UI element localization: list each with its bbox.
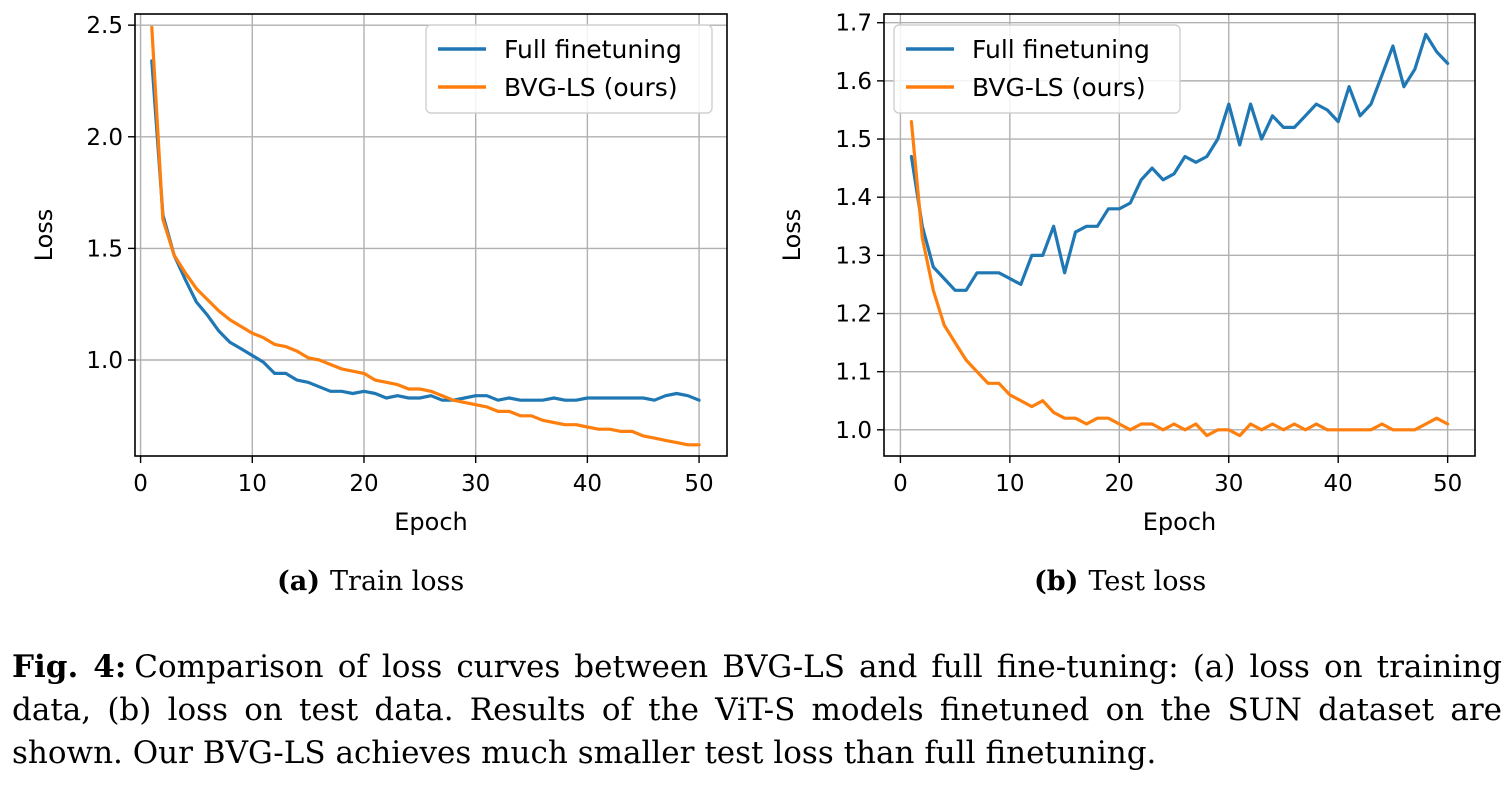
series-line-full-finetuning [150,59,701,402]
plot-frame [134,13,728,457]
legend-label: BVG-LS (ours) [504,73,678,102]
x-axis-label: Epoch [394,508,468,536]
plot-frame [883,13,1476,457]
y-tick-label: 1.5 [835,127,872,153]
legend: Full finetuning BVG-LS (ours) [893,24,1181,114]
x-tick-label: 50 [1433,471,1462,497]
x-tick-label: 10 [238,471,267,497]
x-tick-label: 0 [893,471,908,497]
x-tick-label: 40 [573,471,602,497]
y-tick-label: 1.7 [835,11,872,37]
subcaption-a-text: Train loss [330,566,465,597]
figure-charts: 0 10 20 30 40 50 1.0 1.5 2.0 2.5 Epoch Loss Full fin… [30,11,1476,536]
legend-box [893,24,1181,114]
y-tick-label: 2.5 [86,13,123,39]
chart-train-loss: 0 10 20 30 40 50 1.0 1.5 2.0 2.5 Epoch Loss Full fin… [30,13,728,536]
y-tick-label: 1.0 [86,348,123,374]
x-tick-label: 30 [461,471,490,497]
legend-box [425,24,713,114]
subcaption-a: (a) Train loss [277,566,464,597]
figure-caption: Fig. 4: Comparison of loss curves between… [12,646,1502,775]
subcaption-b: (b) Test loss [1034,566,1206,597]
x-tick-label: 40 [1324,471,1353,497]
y-axis-label: Loss [778,209,806,262]
y-tick-label: 1.6 [835,69,872,95]
x-tick-label: 20 [349,471,378,497]
series-line-full-finetuning [909,32,1450,292]
legend: Full finetuning BVG-LS (ours) [425,24,713,114]
legend-label: Full finetuning [972,35,1150,64]
series-line-bvg-ls [150,25,701,447]
y-tick-label: 1.2 [835,302,872,328]
y-tick-label: 1.3 [835,243,872,269]
x-tick-label: 20 [1105,471,1134,497]
y-tick-label: 1.4 [835,185,872,211]
y-tick-label: 2.0 [86,125,123,151]
x-tick-label: 0 [133,471,148,497]
legend-label: BVG-LS (ours) [972,73,1146,102]
legend-label: Full finetuning [504,35,682,64]
x-tick-label: 10 [995,471,1024,497]
series-line-bvg-ls [909,119,1450,438]
y-axis-label: Loss [30,209,58,262]
x-tick-label: 50 [684,471,713,497]
subcaption-b-text: Test loss [1088,566,1207,597]
figure-caption-label: Fig. 4: [12,649,127,685]
subcaption-b-label: (b) [1034,566,1079,597]
figure-caption-text: Comparison of loss curves between BVG-LS… [12,649,1502,771]
x-axis-label: Epoch [1143,508,1217,536]
y-tick-label: 1.5 [86,236,123,262]
x-tick-label: 30 [1214,471,1243,497]
subcaption-a-label: (a) [277,566,321,597]
chart-test-loss: 0 10 20 30 40 50 1.0 1.1 1.2 1.3 1.4 1.5 1.6 1.7 Epoch… [778,11,1476,536]
y-tick-label: 1.1 [835,360,872,386]
y-tick-label: 1.0 [835,418,872,444]
